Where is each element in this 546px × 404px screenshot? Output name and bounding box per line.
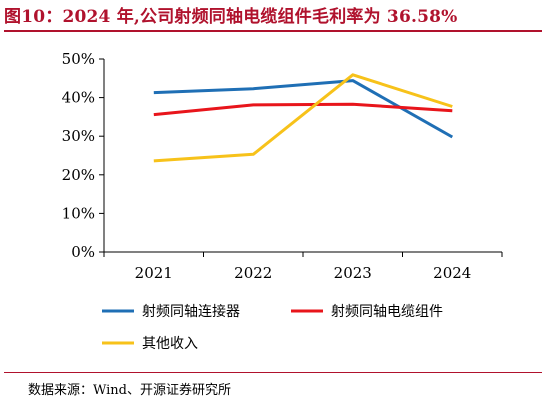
x-tick-label: 2023 <box>334 264 372 282</box>
y-axis: 0% 10% 20% 30% 40% 50% <box>62 50 105 261</box>
series-line-3 <box>153 73 453 163</box>
legend-label-3: 其他收入 <box>142 336 198 352</box>
source-note: 数据来源：Wind、开源证券研究所 <box>28 383 231 398</box>
y-tick-label: 0% <box>71 243 95 261</box>
x-tick-label: 2022 <box>234 264 272 282</box>
x-axis: 2021 2022 2023 2024 <box>103 251 503 282</box>
y-tick-label: 40% <box>62 89 95 107</box>
y-tick-label: 20% <box>62 166 95 184</box>
y-tick-label: 10% <box>62 204 95 222</box>
y-tick-label: 30% <box>62 127 95 145</box>
chart-title: 图10：2024 年,公司射频同轴电缆组件毛利率为 36.58% <box>4 7 458 27</box>
y-tick-label: 50% <box>62 50 95 68</box>
source-divider <box>4 372 542 373</box>
x-tick-label: 2024 <box>433 264 471 282</box>
series-lines <box>153 73 454 163</box>
series-line-2 <box>153 102 453 117</box>
legend-label-2: 射频同轴电缆组件 <box>331 304 443 320</box>
x-tick-label: 2021 <box>135 264 173 282</box>
line-chart: 0% 10% 20% 30% 40% 50% 2021 2022 2023 2024 射频同轴连… <box>62 50 503 352</box>
legend-label-1: 射频同轴连接器 <box>142 303 240 320</box>
title-underline <box>4 30 542 32</box>
